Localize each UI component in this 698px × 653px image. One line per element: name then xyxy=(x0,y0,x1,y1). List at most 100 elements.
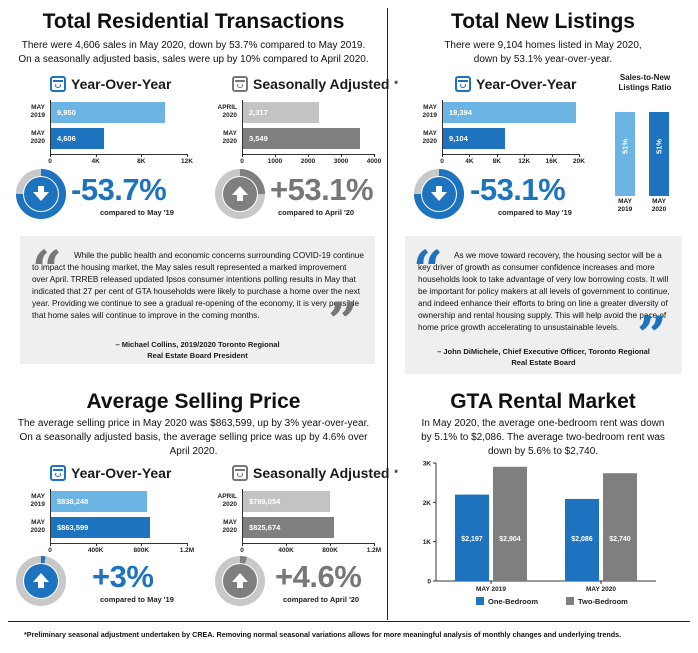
tnl-intro-2: down by 53.1% year-over-year. xyxy=(473,54,613,65)
rent-intro-3: down by 5.6% to $2,740. xyxy=(487,446,599,457)
x-tick-label: 0 xyxy=(48,547,52,554)
quote-collins-attr-1: – Michael Collins, 2019/2020 Toronto Reg… xyxy=(115,340,280,349)
calendar-refresh-icon xyxy=(232,76,248,92)
x-tick-label: 12K xyxy=(518,158,531,165)
x-axis-line xyxy=(442,154,579,155)
x-tick-mark xyxy=(242,543,243,546)
x-tick-label: 4K xyxy=(465,158,474,165)
rent-bar-two-bedroom-1 xyxy=(603,473,637,581)
x-tick-mark xyxy=(579,154,580,157)
quote-collins-text: While the public health and economic con… xyxy=(32,251,364,320)
x-tick-label: 8K xyxy=(137,158,146,165)
y-tick-line1: MAY xyxy=(31,519,45,526)
bar-trt_yoy-1: 4,606 xyxy=(51,128,104,149)
y-axis-line xyxy=(242,489,243,543)
bar-trt_yoy-0: 9,950 xyxy=(51,102,165,123)
x-tick-mark xyxy=(275,154,276,157)
calendar-refresh-icon xyxy=(455,76,471,92)
tnl-title: Total New Listings xyxy=(451,10,635,33)
ratio-x-line1: MAY xyxy=(618,198,632,205)
calendar-refresh-icon xyxy=(50,76,66,92)
y-tick-line1: APRIL xyxy=(217,104,238,111)
asp-sa-compare: compared to April '20 xyxy=(283,595,360,604)
ratio-x-label: MAY 2019 xyxy=(610,198,640,214)
x-tick-label: 1.2M xyxy=(179,547,195,554)
ratio-x-label: MAY 2020 xyxy=(644,198,674,214)
x-tick-label: 8K xyxy=(492,158,501,165)
tnl-yoy-heading: Year-Over-Year xyxy=(455,76,576,92)
quote-dimichele-attr-2: Real Estate Board xyxy=(511,358,576,367)
x-tick-label: 1000 xyxy=(267,158,283,165)
bar-trt_sa-0: 2,317 xyxy=(243,102,320,123)
y-axis-line xyxy=(50,489,51,543)
x-axis-line xyxy=(50,543,187,544)
x-tick-mark xyxy=(374,543,375,546)
y-tick-label: MAY 2019 xyxy=(20,104,45,120)
asp-sa-chart: APRIL 2020 $789,054 MAY 2020 $825,674 0 400K 800… xyxy=(212,489,392,557)
x-tick-label: 4K xyxy=(91,158,100,165)
x-tick-mark xyxy=(469,154,471,157)
tnl-yoy-percent: -53.1% xyxy=(470,172,566,207)
rent-y-tick-label: 1K xyxy=(423,539,432,546)
trt-yoy-percent: -53.7% xyxy=(71,172,167,207)
y-tick-line1: MAY xyxy=(223,130,237,137)
tnl-yoy-compare: compared to May '19 xyxy=(498,208,572,217)
x-tick-mark xyxy=(50,154,51,157)
x-tick-mark xyxy=(330,543,331,546)
x-tick-label: 12K xyxy=(181,158,193,165)
y-tick-line2: 2020 xyxy=(222,501,237,508)
open-quote-icon: “ xyxy=(413,240,443,301)
asp-sa-star: * xyxy=(394,468,398,478)
asp-yoy-label: Year-Over-Year xyxy=(71,465,172,481)
asp-yoy-arrow-icon xyxy=(24,564,58,598)
rent-chart: 0 1K 2K 3K $2,197 $2,904 MAY 2019 $2,086 $2,740 M… xyxy=(423,461,656,606)
ratio-bar-1: 51% xyxy=(649,112,669,196)
ratio-x-line2: 2020 xyxy=(651,206,667,213)
x-tick-label: 0 xyxy=(240,547,244,554)
quote-box-collins xyxy=(20,236,375,364)
trt-intro-1: There were 4,606 sales in May 2020, down… xyxy=(21,40,366,51)
rent-bar-label: $2,086 xyxy=(571,536,593,543)
x-tick-label: 0 xyxy=(48,158,52,165)
rent-bar-one-bedroom-0 xyxy=(455,494,489,581)
trt-sa-ring-arc xyxy=(215,169,265,219)
ratio-bar-label: 51% xyxy=(654,139,664,155)
rent-y-tick-label: 0 xyxy=(427,579,431,586)
tnl-yoy-chart: MAY 2019 19,394 MAY 2020 9,104 0 4K 8K 12K 16K 20K xyxy=(412,100,597,168)
y-tick-line1: MAY xyxy=(223,519,237,526)
x-tick-label: 800K xyxy=(322,547,338,554)
y-tick-line2: 2020 xyxy=(30,527,45,534)
rent-title: GTA Rental Market xyxy=(450,390,636,413)
y-tick-line2: 2020 xyxy=(422,138,437,145)
asp-sa-percent: +4.6% xyxy=(275,559,362,594)
vertical-divider xyxy=(387,8,388,620)
x-tick-label: 400K xyxy=(278,547,294,554)
asp-yoy-heading: Year-Over-Year xyxy=(50,465,171,481)
y-tick-line1: MAY xyxy=(31,493,45,500)
x-tick-label: 1.2M xyxy=(366,547,382,554)
y-tick-label: MAY 2020 xyxy=(212,130,237,146)
legend-label-0: One-Bedroom xyxy=(488,597,538,606)
y-axis-line xyxy=(50,100,51,154)
calendar-refresh-icon xyxy=(50,465,66,481)
x-tick-label: 0 xyxy=(240,158,244,165)
x-tick-mark xyxy=(141,154,143,157)
trt-title: Total Residential Transactions xyxy=(42,10,345,33)
y-tick-line2: 2020 xyxy=(30,138,45,145)
x-tick-label: 4000 xyxy=(366,158,382,165)
x-tick-mark xyxy=(242,154,243,157)
y-tick-line2: 2020 xyxy=(222,112,237,119)
y-tick-line1: MAY xyxy=(423,130,437,137)
x-axis-line xyxy=(242,543,374,544)
rent-bar-one-bedroom-1 xyxy=(565,498,599,581)
tnl-yoy-ring-arc xyxy=(414,169,464,219)
rent-bar-two-bedroom-0 xyxy=(493,466,527,581)
asp-intro-3: April 2020. xyxy=(169,446,218,457)
rent-y-tick-label: 2K xyxy=(423,500,432,507)
x-tick-label: 2000 xyxy=(300,158,316,165)
y-tick-line2: 2019 xyxy=(30,501,45,508)
x-tick-label: 400K xyxy=(87,547,104,554)
y-tick-line2: 2019 xyxy=(30,112,45,119)
x-tick-mark xyxy=(442,154,443,157)
open-quote-icon: “ xyxy=(32,240,62,301)
